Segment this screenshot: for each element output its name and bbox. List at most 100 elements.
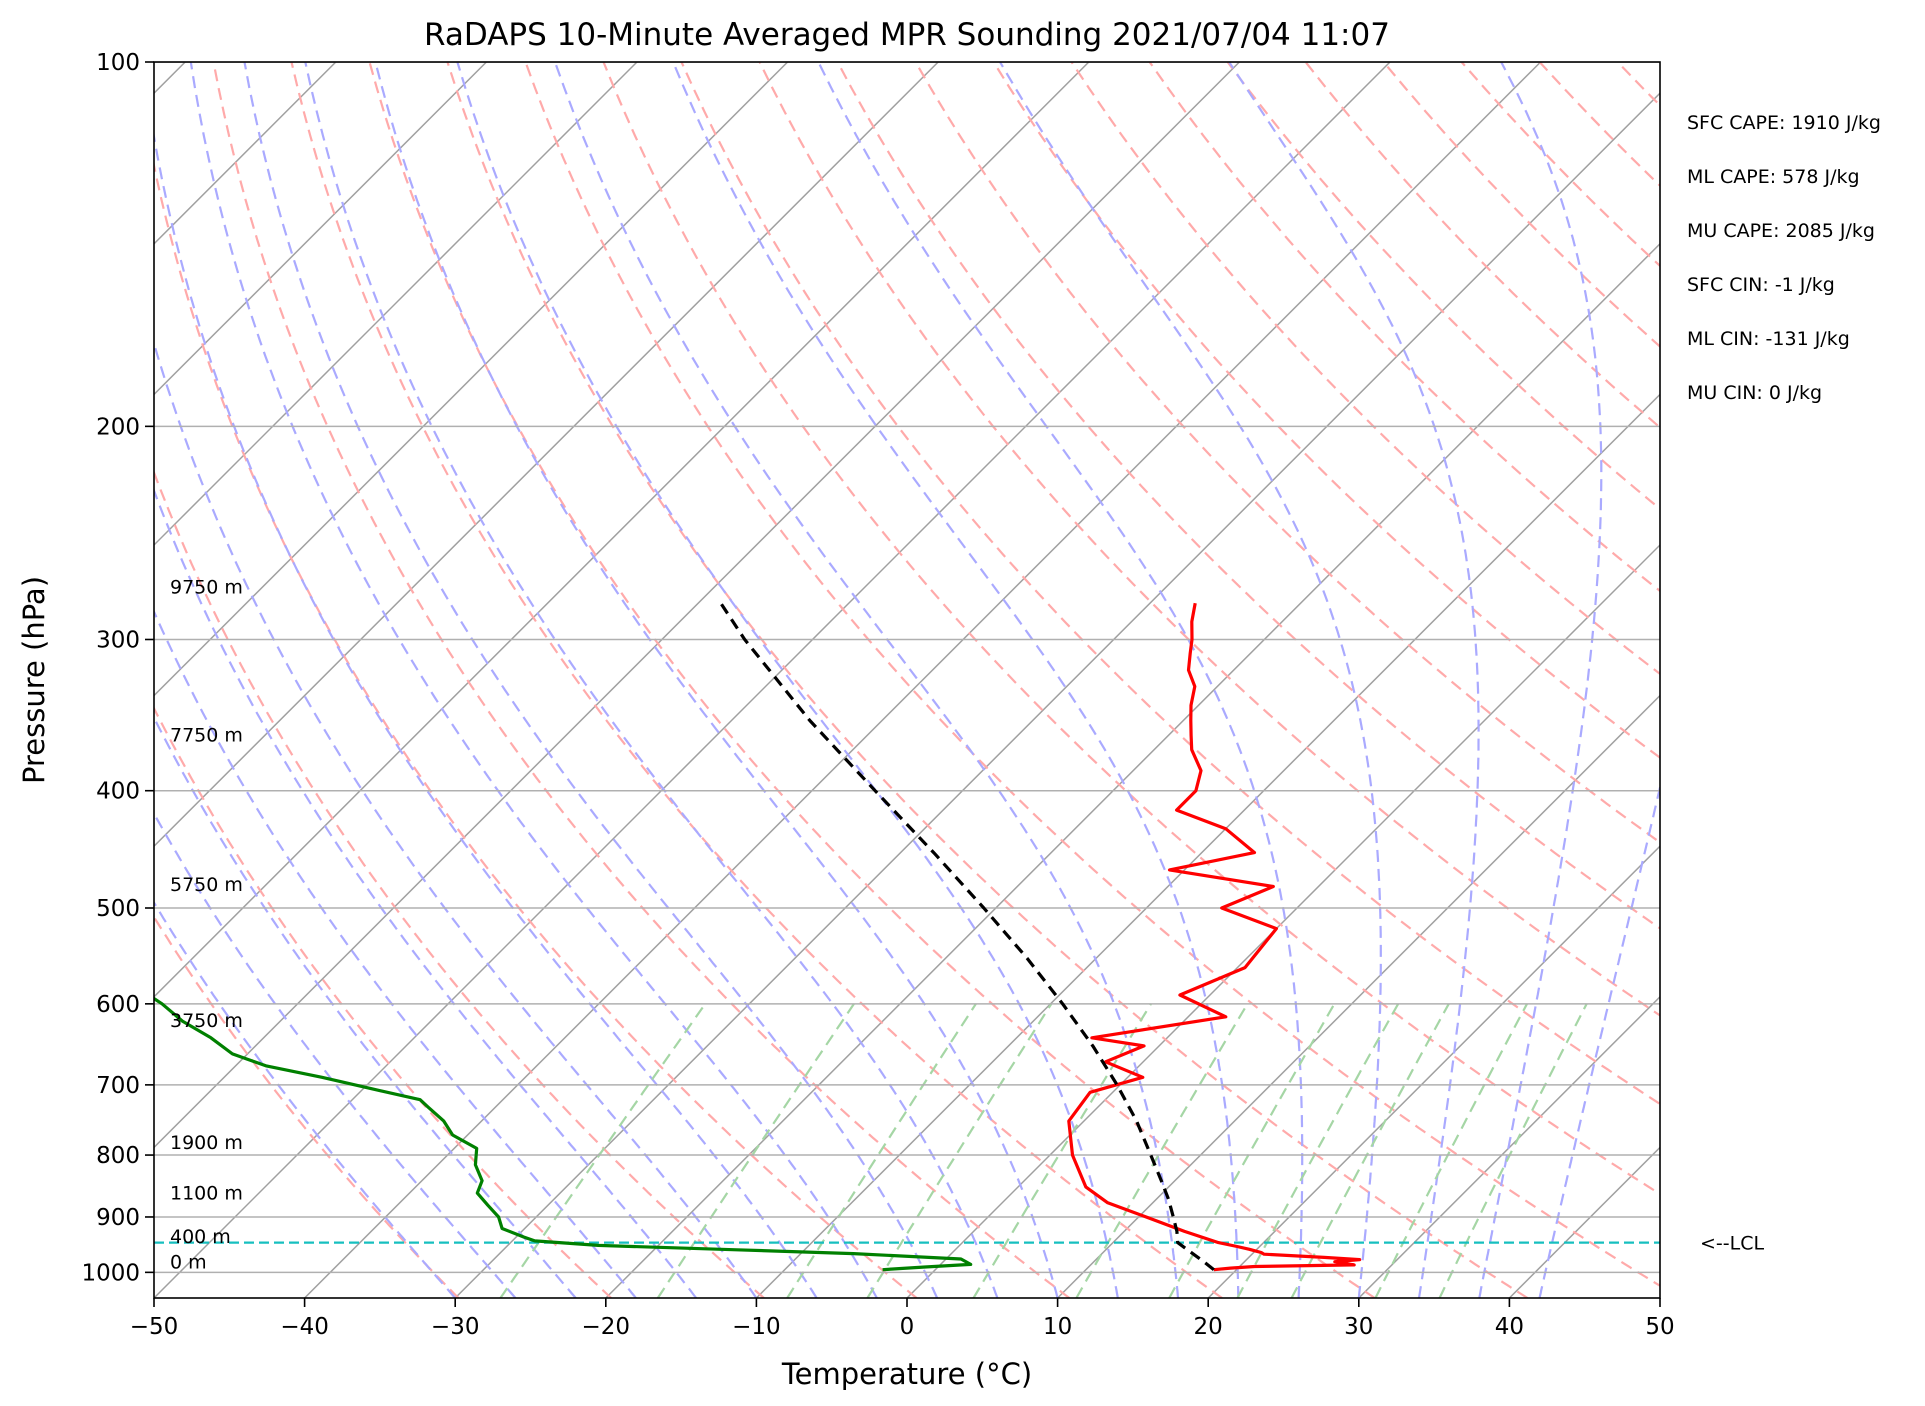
isotherm-line <box>154 62 487 396</box>
dry-adiabat-line <box>1538 62 1660 188</box>
moist-adiabat-line <box>154 811 517 1298</box>
x-axis-ticks: −50 −40 −30 −20 −10 0 10 20 30 40 50 <box>130 1298 1675 1340</box>
y-tick-label: 300 <box>96 627 140 653</box>
index-label: MU CIN: 0 J/kg <box>1687 382 1822 404</box>
isotherm-line <box>755 393 1660 1298</box>
x-tick-label: 30 <box>1344 1314 1373 1340</box>
height-label: 1100 m <box>170 1182 243 1204</box>
moist-adiabat-line <box>1228 62 1480 1298</box>
moist-adiabat-line <box>817 62 1304 1298</box>
dry-adiabat-line <box>290 62 1223 1298</box>
isotherm-line <box>1358 995 1660 1298</box>
dry-adiabat-line <box>1148 62 1660 593</box>
dry-adiabat-line <box>1226 62 1660 511</box>
mixing-ratio-line <box>1438 1003 1588 1298</box>
height-label: 7750 m <box>170 724 243 746</box>
x-tick-label: 0 <box>900 1314 915 1340</box>
parcel-line <box>719 602 1215 1271</box>
height-label: 3750 m <box>170 1010 243 1032</box>
isotherm-line <box>605 242 1660 1298</box>
dry-adiabat-line <box>154 160 918 1298</box>
mixing-ratio-line <box>1374 1003 1528 1298</box>
data-lines <box>154 602 1660 1272</box>
dry-adiabat-line <box>154 706 612 1298</box>
isotherm-line <box>454 92 1660 1298</box>
height-label: 5750 m <box>170 874 243 896</box>
moist-adiabat-line <box>553 62 1180 1298</box>
moist-adiabat-line <box>189 62 878 1298</box>
height-label: 0 m <box>170 1251 207 1273</box>
dry-adiabat-line <box>1696 62 1925 1298</box>
dry-adiabat-line <box>154 915 460 1298</box>
moist-adiabat-line <box>672 62 1240 1298</box>
moist-adiabat-line <box>999 62 1382 1298</box>
isotherm-line <box>1207 845 1660 1298</box>
x-tick-label: 50 <box>1645 1314 1674 1340</box>
dry-adiabat-line <box>368 62 1376 1298</box>
x-tick-label: −10 <box>732 1314 781 1340</box>
isotherm-line <box>906 543 1660 1298</box>
isotherm-line <box>304 62 1542 1298</box>
mixing-ratio-line <box>656 1003 855 1298</box>
isotherm-line <box>154 62 1391 1298</box>
mixing-ratio-line <box>499 1003 707 1298</box>
dry-adiabat-line <box>1616 62 1660 108</box>
y-tick-label: 700 <box>96 1073 140 1099</box>
isotherm-line <box>1057 694 1660 1298</box>
mixing-ratio-line <box>1236 1003 1400 1298</box>
index-label: SFC CIN: -1 J/kg <box>1687 274 1835 296</box>
dry-adiabat-line <box>914 62 1660 844</box>
mixing-ratio-line <box>972 1003 1152 1298</box>
y-tick-label: 1000 <box>81 1260 140 1286</box>
dry-adiabat-line <box>154 469 765 1298</box>
moist-adiabat-line <box>154 130 818 1298</box>
index-label: SFC CAPE: 1910 J/kg <box>1687 112 1881 134</box>
chart-title: RaDAPS 10-Minute Averaged MPR Sounding 2… <box>424 17 1390 53</box>
dry-adiabat-line <box>524 62 1660 1288</box>
index-label: ML CIN: -131 J/kg <box>1687 328 1850 350</box>
y-tick-label: 100 <box>96 50 140 76</box>
x-tick-label: −30 <box>431 1314 480 1340</box>
y-tick-label: 800 <box>96 1143 140 1169</box>
mixing-ratio-line <box>1168 1003 1336 1298</box>
moist-adiabat-line <box>456 62 1119 1298</box>
dry-adiabat-line <box>1460 62 1660 268</box>
isotherm-line <box>154 62 638 547</box>
isotherm-line <box>1508 1146 1660 1298</box>
height-label: 9750 m <box>170 577 243 599</box>
mixing-ratio-line <box>786 1003 977 1298</box>
temperature-line <box>1067 602 1362 1272</box>
mixing-ratio-line <box>866 1003 1053 1298</box>
indices-panel: SFC CAPE: 1910 J/kg ML CAPE: 578 J/kg MU C… <box>1687 112 1881 404</box>
moist-adiabat-line <box>154 339 758 1298</box>
moist-adiabat-line <box>154 715 577 1298</box>
x-tick-label: −50 <box>130 1314 179 1340</box>
x-tick-label: −40 <box>280 1314 329 1340</box>
y-tick-label: 400 <box>96 779 140 805</box>
dry-adiabat-line <box>602 62 1660 1196</box>
height-label: 1900 m <box>170 1132 243 1154</box>
dry-adiabat-line <box>1382 62 1660 348</box>
x-tick-label: 20 <box>1194 1314 1223 1340</box>
dewpoint-line <box>154 996 973 1272</box>
x-tick-label: 10 <box>1043 1314 1072 1340</box>
isotherm-line <box>154 62 939 848</box>
dry-adiabat-line <box>758 62 1660 1017</box>
x-tick-label: 40 <box>1495 1314 1524 1340</box>
moist-adiabat-line <box>1538 782 1660 1298</box>
mixing-ratio-line <box>1290 1003 1450 1298</box>
isotherm-line <box>154 62 789 697</box>
index-label: MU CAPE: 2085 J/kg <box>1687 220 1875 242</box>
dry-adiabat-line <box>836 62 1660 930</box>
isotherm-line <box>154 62 1240 1149</box>
x-tick-label: −20 <box>582 1314 631 1340</box>
moist-adiabat-line <box>243 62 939 1298</box>
y-axis-label: Pressure (hPa) <box>17 576 51 784</box>
mixing-ratio-line <box>1075 1003 1249 1298</box>
dry-adiabat-line <box>1070 62 1660 676</box>
dry-adiabat-line <box>1304 62 1660 429</box>
moist-adiabat-line <box>1478 62 1603 1298</box>
lcl-label: <--LCL <box>1700 1233 1764 1255</box>
moist-adiabat-line <box>374 62 1059 1298</box>
